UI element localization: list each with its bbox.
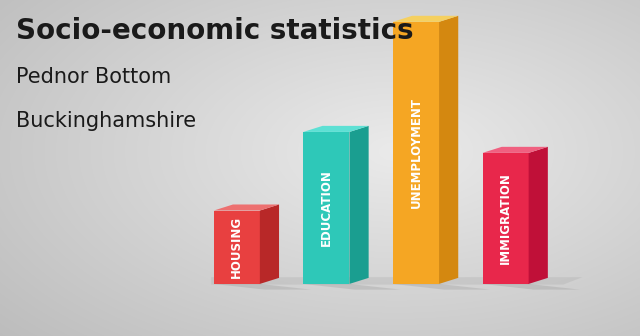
Polygon shape [529, 147, 548, 284]
Polygon shape [211, 277, 582, 285]
Polygon shape [483, 284, 580, 290]
Text: Buckinghamshire: Buckinghamshire [16, 111, 196, 131]
Text: UNEMPLOYMENT: UNEMPLOYMENT [410, 97, 422, 208]
Polygon shape [483, 147, 548, 153]
Polygon shape [439, 16, 458, 284]
Polygon shape [393, 16, 458, 22]
Polygon shape [214, 211, 260, 284]
Text: IMMIGRATION: IMMIGRATION [499, 172, 512, 264]
Polygon shape [214, 284, 311, 290]
Polygon shape [483, 153, 529, 284]
Polygon shape [393, 22, 439, 284]
Polygon shape [303, 132, 349, 284]
Text: HOUSING: HOUSING [230, 216, 243, 278]
Polygon shape [349, 126, 369, 284]
Text: Pednor Bottom: Pednor Bottom [16, 67, 172, 87]
Polygon shape [303, 284, 401, 290]
Polygon shape [303, 126, 369, 132]
Text: Socio-economic statistics: Socio-economic statistics [16, 17, 413, 45]
Polygon shape [260, 205, 279, 284]
Polygon shape [393, 284, 490, 290]
Text: EDUCATION: EDUCATION [320, 169, 333, 246]
Polygon shape [214, 205, 279, 211]
